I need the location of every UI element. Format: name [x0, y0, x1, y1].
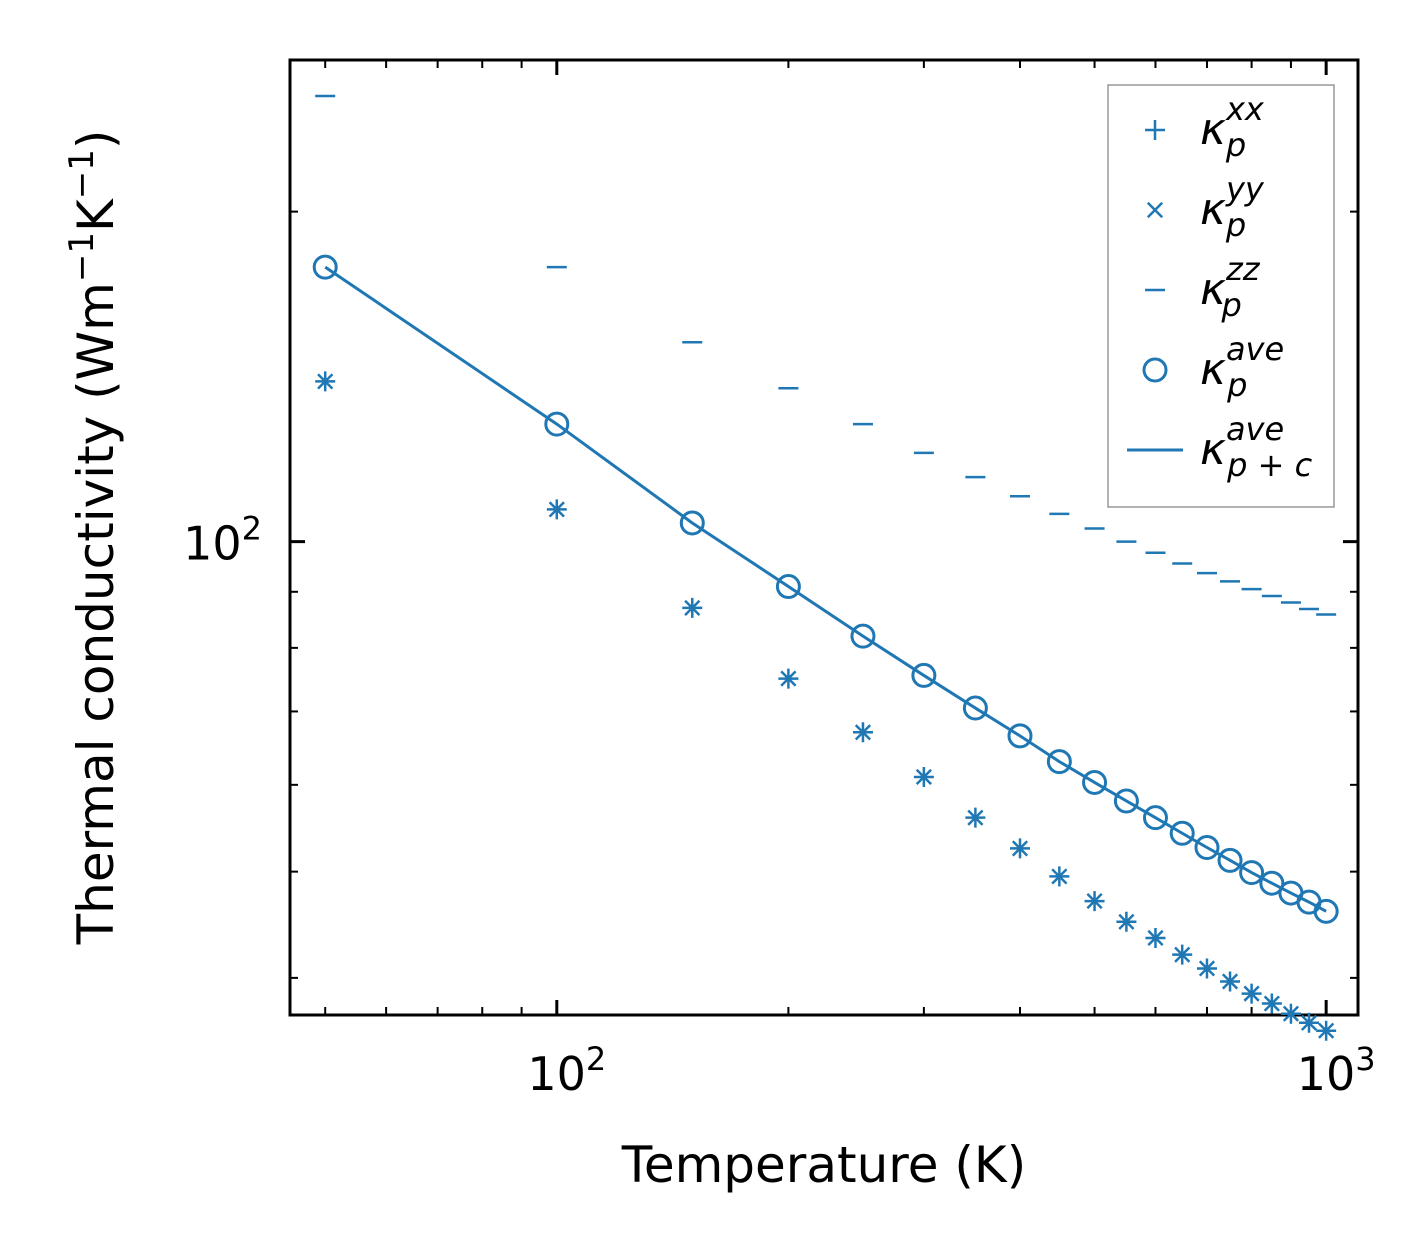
series-kappa_p^ave: [312, 254, 1339, 924]
data-point: [967, 809, 984, 826]
data-point: [544, 411, 570, 437]
data-point: [1082, 769, 1108, 795]
data-point: [915, 768, 932, 786]
legend-marker: [1146, 201, 1164, 219]
legend-entry: κyy p: [1146, 170, 1265, 244]
data-point: [775, 574, 801, 600]
data-point: [1118, 913, 1135, 930]
data-point: [1007, 723, 1033, 749]
data-point: [854, 724, 872, 741]
x-axis-title: Temperature (K): [621, 1136, 1026, 1194]
legend-label: κxx p: [1200, 90, 1265, 164]
data-point: [1113, 788, 1139, 814]
legend-label: κave p + c: [1200, 410, 1313, 484]
legend-frame: [1107, 84, 1335, 508]
legend-marker: [1145, 120, 1165, 140]
data-point: [317, 373, 334, 390]
plot-frame: [288, 58, 1360, 1017]
data-point: [1239, 860, 1265, 886]
data-point: [911, 662, 937, 688]
data-point: [1011, 840, 1029, 857]
axis-ticks: 102 103 102: [183, 60, 1376, 1101]
data-point: [684, 599, 701, 617]
legend-label: κzz p: [1200, 250, 1261, 324]
data-point: [1086, 893, 1103, 910]
data-point: [1313, 898, 1339, 924]
legend-entry: κzz p: [1145, 250, 1261, 324]
data-point: [1051, 868, 1068, 885]
data-point: [1243, 985, 1260, 1002]
data-point: [1194, 835, 1220, 861]
data-point: [1221, 973, 1239, 990]
data-point: [1282, 1005, 1300, 1022]
legend-entry: κxx p: [1145, 90, 1265, 164]
data-point: [548, 501, 565, 518]
legend-label: κyy p: [1200, 170, 1265, 244]
series-kappa_p+c^ave: [324, 265, 1327, 913]
data-point: [1046, 749, 1072, 775]
legend-marker: [1142, 357, 1168, 383]
data-point: [1198, 960, 1216, 977]
legend-entry: κave p: [1142, 330, 1284, 404]
data-point: [1300, 1014, 1318, 1031]
data-point: [850, 623, 876, 649]
x-tick-label: 103: [1297, 1040, 1376, 1101]
data-point: [312, 254, 338, 280]
legend-label: κave p: [1200, 330, 1284, 404]
legend-entry: κave p + c: [1127, 410, 1313, 484]
data-point: [1169, 820, 1195, 846]
series-kappa_p^zz: [315, 94, 1337, 616]
data-point: [1217, 847, 1243, 873]
data-point: [1174, 946, 1191, 963]
data-point: [780, 670, 797, 687]
x-tick-label: 102: [527, 1040, 606, 1101]
data-marks: [312, 94, 1339, 1041]
data-point: [1263, 995, 1280, 1012]
data-point: [1142, 805, 1168, 831]
data-point: [962, 695, 988, 721]
y-tick-label: 102: [183, 510, 262, 571]
series-line: [324, 265, 1327, 913]
y-axis-title: Thermal conductivity (Wm−1K−1): [62, 130, 125, 946]
data-point: [679, 510, 705, 536]
data-point: [1147, 929, 1164, 947]
data-point: [1318, 1022, 1335, 1039]
data-point: [1259, 870, 1285, 896]
series-kappa_p^yy: [317, 373, 1335, 1039]
